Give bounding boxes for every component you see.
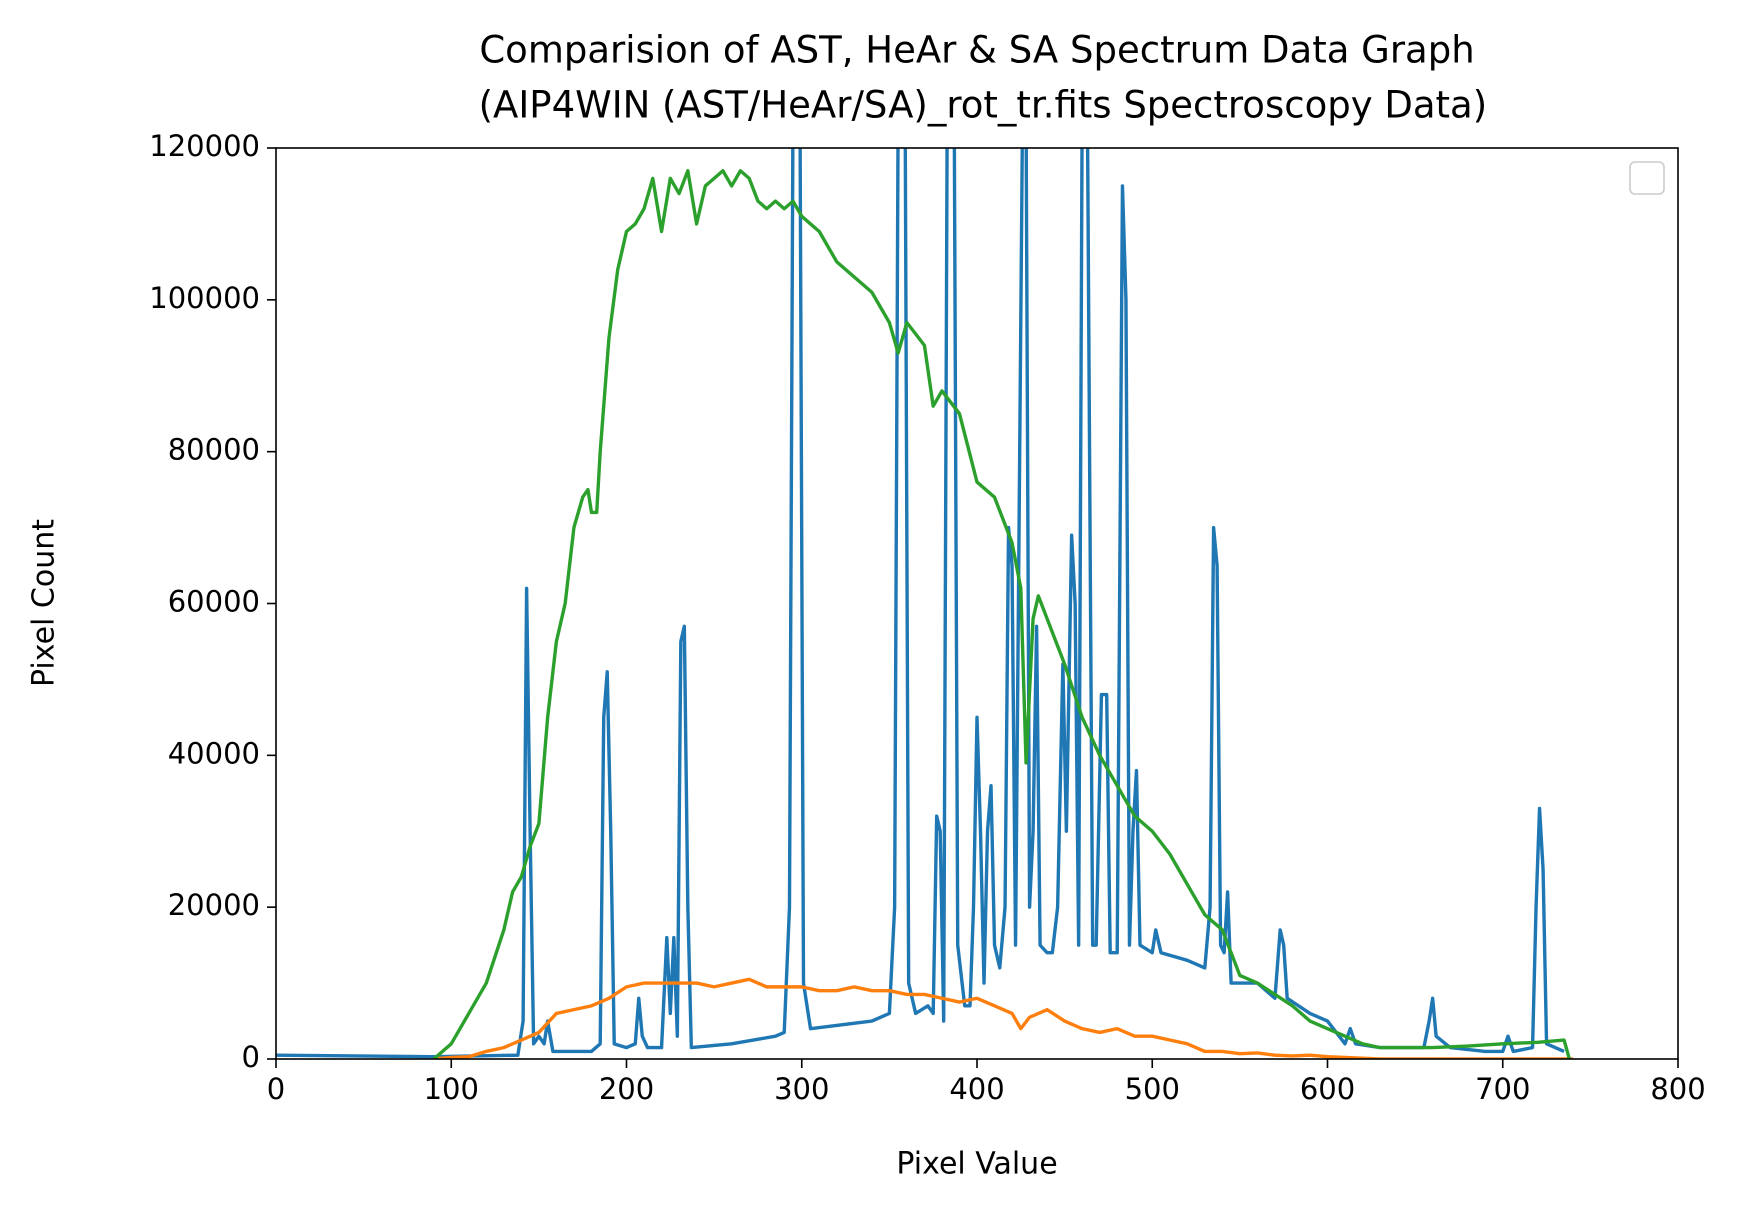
x-tick-label: 600 bbox=[1300, 1072, 1355, 1106]
y-tick-label: 60000 bbox=[168, 585, 260, 619]
x-tick-label: 100 bbox=[424, 1072, 479, 1106]
plot-frame bbox=[275, 147, 1679, 1060]
x-tick-label: 300 bbox=[774, 1072, 829, 1106]
x-axis-label: Pixel Value bbox=[896, 1147, 1057, 1182]
x-tick-label: 800 bbox=[1650, 1072, 1705, 1106]
series-line bbox=[433, 977, 1573, 1059]
x-tick-label: 200 bbox=[599, 1072, 654, 1106]
y-tick-label: 20000 bbox=[168, 888, 260, 922]
y-tick-label: 120000 bbox=[149, 129, 260, 163]
y-tick-label: 80000 bbox=[168, 433, 260, 467]
x-tick-label: 700 bbox=[1475, 1072, 1530, 1106]
series-line bbox=[276, 148, 1565, 1059]
x-tick-label: 400 bbox=[949, 1072, 1004, 1106]
series-line bbox=[432, 169, 1571, 1059]
chart-subtitle: (AIP4WIN (AST/HeAr/SA)_rot_tr.fits Spect… bbox=[467, 84, 1487, 127]
y-tick-label: 0 bbox=[242, 1040, 260, 1074]
x-tick-label: 0 bbox=[267, 1072, 285, 1106]
plot-lines bbox=[276, 148, 1573, 1059]
y-axis-label: Pixel Count bbox=[27, 519, 62, 687]
chart-title: Comparision of AST, HeAr & SA Spectrum D… bbox=[479, 29, 1474, 72]
y-tick-label: 100000 bbox=[149, 281, 260, 315]
y-tick-label: 40000 bbox=[168, 736, 260, 770]
legend bbox=[1629, 161, 1665, 195]
x-tick-label: 500 bbox=[1125, 1072, 1180, 1106]
